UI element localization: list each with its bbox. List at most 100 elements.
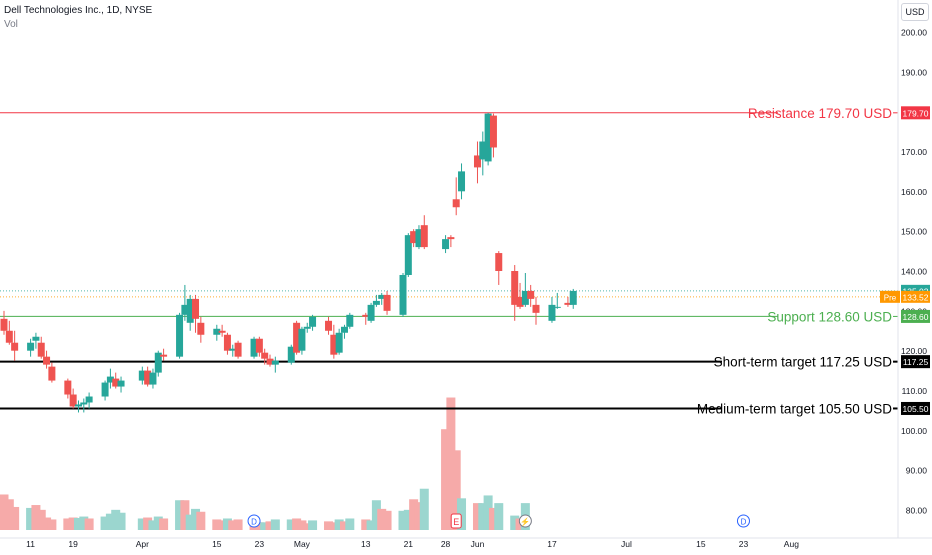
time-tick-label: 23 — [739, 539, 749, 549]
price-tick-label: 80.00 — [906, 506, 928, 516]
candle-body — [325, 320, 333, 331]
candle — [176, 312, 184, 359]
candle-body — [516, 296, 524, 307]
candle — [484, 112, 492, 166]
candle — [229, 344, 237, 357]
dividend-icon — [736, 514, 750, 528]
volume-bar — [409, 499, 419, 530]
volume-bar — [270, 519, 280, 530]
candle-body — [484, 113, 492, 162]
volume-bar — [377, 508, 387, 530]
candle — [293, 320, 301, 355]
candle-body — [101, 382, 109, 397]
volume-bar — [63, 518, 73, 530]
volume-bar — [324, 521, 334, 530]
volume-bar — [371, 500, 381, 530]
candle-body — [569, 290, 577, 305]
volume-bar — [483, 495, 493, 530]
candle-body — [5, 330, 13, 343]
candle — [511, 265, 519, 321]
price-tick-label: 200.00 — [901, 27, 927, 37]
short-term-target-price-tag-label: 117.25 — [903, 357, 929, 367]
candle-body — [117, 380, 125, 387]
volume-bar — [472, 503, 482, 530]
medium-term-target-price-tag — [901, 401, 930, 415]
resistance-label: Resistance 179.70 USD — [748, 106, 892, 121]
dividend-icon — [247, 514, 261, 528]
candle-body — [11, 342, 19, 351]
candle-body — [473, 155, 481, 168]
time-tick-label: 17 — [547, 539, 557, 549]
time-tick-label: 11 — [26, 539, 35, 549]
candle-body — [32, 336, 40, 341]
candle-body — [69, 394, 77, 407]
candle — [410, 229, 418, 248]
price-axis[interactable]: 80.0090.00100.00110.00120.00130.00140.00… — [880, 0, 932, 550]
volume-bar — [451, 450, 461, 530]
volume-bar — [36, 509, 46, 530]
candle — [197, 316, 205, 343]
price-tick-label: 160.00 — [901, 187, 927, 197]
candle-body — [138, 370, 146, 381]
time-axis[interactable]: 11 19 Apr 15 23 May 13 21 28 Jun 17 Jul 15 23 Aug — [0, 537, 932, 549]
candle — [266, 354, 274, 367]
volume-bar — [478, 503, 488, 530]
time-tick-label: Apr — [136, 539, 149, 549]
support-price-tag — [901, 309, 930, 323]
candle — [154, 350, 162, 377]
candle — [325, 316, 333, 335]
volume-bar — [254, 522, 264, 530]
price-tick-label: 90.00 — [906, 466, 928, 476]
volume-label: Vol — [4, 19, 18, 30]
volume-bar — [228, 520, 238, 530]
candle-body — [340, 326, 348, 333]
candle — [553, 292, 561, 309]
currency-button[interactable]: USD — [901, 3, 929, 21]
time-tick-label: Jun — [471, 539, 485, 549]
candle — [271, 356, 279, 373]
volume-bar — [26, 507, 36, 530]
candle — [399, 272, 407, 317]
candlestick-series — [0, 112, 577, 413]
volume-bar — [510, 515, 520, 530]
candle — [5, 320, 13, 345]
price-tick-label: 120.00 — [901, 346, 927, 356]
candle — [218, 324, 226, 337]
time-tick-label: May — [294, 539, 311, 549]
candle — [527, 284, 535, 307]
volume-bar — [414, 502, 424, 530]
pre-market-price-tag — [901, 290, 930, 303]
time-tick-label: Aug — [784, 539, 799, 549]
volume-bar — [457, 498, 467, 530]
candle-body — [181, 304, 189, 315]
volume-bar — [382, 510, 392, 530]
volume-bar — [10, 506, 20, 530]
candle — [250, 336, 258, 359]
candle — [415, 225, 423, 250]
short-term-target-label: Short-term target 117.25 USD — [714, 355, 893, 370]
candle — [85, 392, 93, 409]
candle — [298, 326, 306, 355]
candle-body — [234, 342, 242, 357]
volume-bar — [73, 518, 83, 530]
candle-body — [186, 298, 194, 323]
candle — [223, 332, 231, 355]
volume-bar — [212, 519, 222, 530]
support-label: Support 128.60 USD — [767, 309, 892, 324]
chart-header: Dell Technologies Inc., 1D, NYSE Vol — [4, 4, 152, 32]
candle — [383, 290, 391, 315]
volume-bar — [366, 520, 376, 530]
candle — [516, 282, 524, 309]
candle — [117, 376, 125, 393]
volume-bar — [196, 511, 206, 530]
pre-market-price-prefix: Pre — [884, 293, 897, 302]
candle-body — [176, 314, 184, 357]
candle — [160, 348, 168, 361]
price-tick-label: 100.00 — [901, 426, 927, 436]
candle-body — [154, 352, 162, 373]
candle — [138, 366, 146, 385]
medium-term-target-label: Medium-term target 105.50 USD — [697, 401, 892, 416]
candle-body — [521, 290, 529, 305]
